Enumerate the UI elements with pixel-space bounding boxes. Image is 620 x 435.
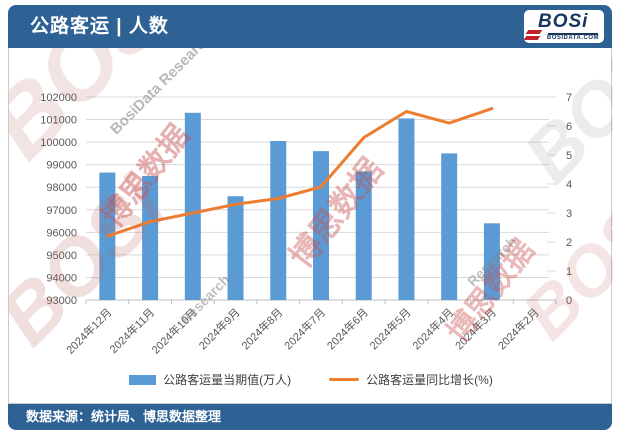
bar-2024年7月 [313,151,329,300]
legend-item-line-series: 公路客运量同比增长(%) [329,371,493,388]
chart-legend: 公路客运量当期值(万人) 公路客运量同比增长(%) [9,371,613,388]
logo-domain-text: BOSIDATA.COM [546,35,599,41]
left-axis-tick-label: 97000 [46,205,77,217]
right-axis-tick-label: 1 [566,266,572,278]
chart-area: 93000 94000 95000 96000 97000 98000 99000 10000… [8,48,613,404]
x-axis-category-label: 2024年8月 [238,305,285,352]
x-axis-category-label: 2024年5月 [366,305,413,352]
left-axis-tick-label: 100000 [40,137,77,149]
x-axis-category-label: 2024年4月 [409,305,456,352]
growth-line [105,107,494,238]
logo-divider [548,33,598,35]
left-axis-tick-label: 102000 [40,92,77,104]
left-axis-tick-label: 101000 [40,115,77,127]
x-axis-category-label: 2024年7月 [281,305,328,352]
right-axis-tick-label: 7 [566,92,572,104]
chart-card: 公路客运 | 人数 BOSi BOSIDATA.COM 93000 94000 95… [8,5,613,430]
right-axis-tick-label: 3 [566,208,572,220]
x-axis-category-label: 2024年12月 [63,305,114,356]
bar-2024年11月 [142,175,159,300]
bar-2024年4月 [441,153,458,300]
left-axis-tick-label: 98000 [46,182,77,194]
logo-stripe-icon [524,36,541,40]
legend-item-bar-series: 公路客运量当期值(万人) [129,371,291,388]
logo-brand-text: BOSi [538,11,589,32]
x-axis-category-label: 2024年10月 [149,305,200,356]
x-axis-category-label: 2024年9月 [196,305,243,352]
bar-series-swatch [129,374,157,385]
right-axis-tick-label: 4 [566,179,572,191]
x-axis-category-label: 2024年6月 [324,305,371,352]
bosi-logo: BOSi BOSIDATA.COM [524,10,604,43]
right-axis-tick-label: 0 [566,295,572,307]
bar-2024年6月 [355,171,372,300]
bar-2024年10月 [184,112,201,301]
bar-2024年9月 [227,196,244,300]
x-axis-category-label: 2024年2月 [495,305,542,352]
legend-label-line-series: 公路客运量同比增长(%) [366,373,493,387]
right-axis-tick-label: 6 [566,121,572,133]
bar-2024年3月 [483,223,500,300]
bar-2024年8月 [270,140,287,300]
page-title: 公路客运 | 人数 [30,16,169,37]
left-axis-tick-label: 96000 [46,227,77,239]
left-axis-tick-label: 93000 [46,295,77,307]
chart-svg: 93000 94000 95000 96000 97000 98000 99000 10000… [40,92,572,357]
data-source-text: 数据来源：统计局、博思数据整理 [26,409,222,424]
left-axis-tick-label: 95000 [46,250,77,262]
left-axis-tick-label: 99000 [46,160,77,172]
footer-bar: 数据来源：统计局、博思数据整理 [8,404,612,430]
left-axis-tick-label: 94000 [46,272,77,284]
right-axis-tick-label: 2 [566,237,572,249]
line-series-swatch [329,378,360,381]
bar-2024年5月 [398,118,415,300]
legend-label-bar-series: 公路客运量当期值(万人) [163,373,292,387]
right-axis-tick-label: 5 [566,150,572,162]
x-axis-category-label: 2024年3月 [452,305,499,352]
header-bar: 公路客运 | 人数 BOSi BOSIDATA.COM [8,5,612,48]
